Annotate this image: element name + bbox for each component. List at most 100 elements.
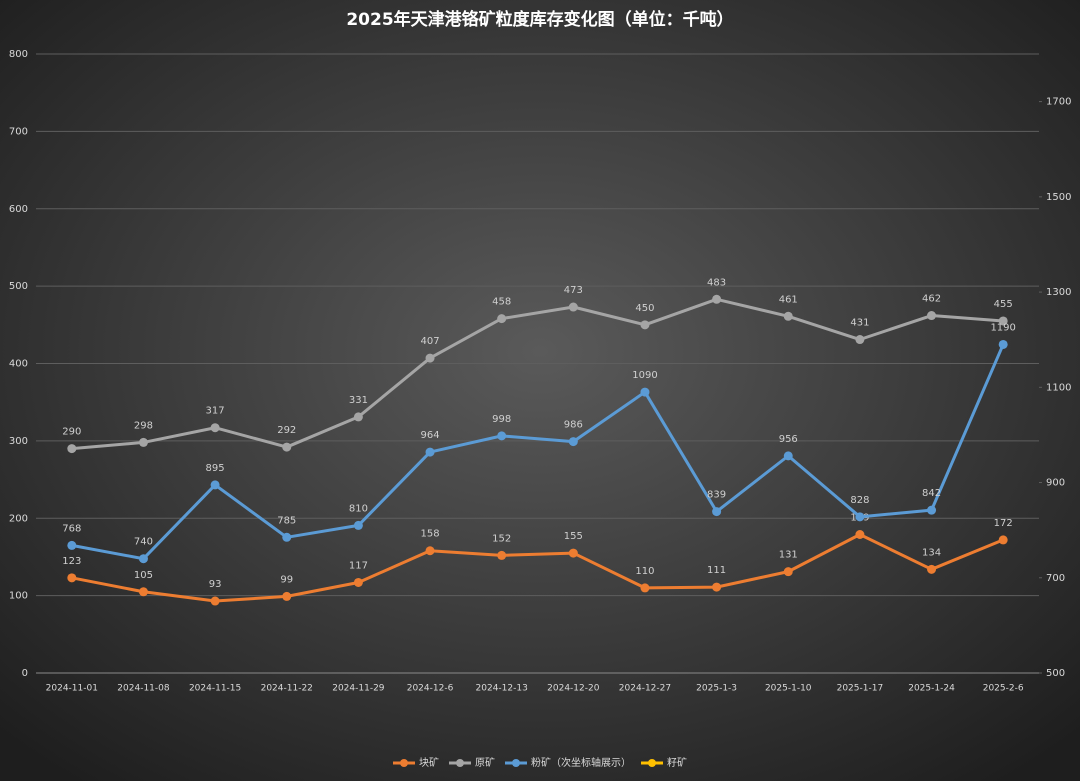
data-label: 455 — [994, 299, 1013, 310]
data-label: 895 — [206, 463, 225, 474]
point — [855, 512, 865, 522]
y-tick-label: 700 — [9, 126, 28, 137]
y2-tick-label: 1100 — [1046, 382, 1071, 393]
y2-tick-label: 1700 — [1046, 97, 1071, 108]
data-label: 458 — [492, 297, 511, 308]
y2-tick-label: 700 — [1046, 573, 1065, 584]
point — [67, 540, 77, 550]
data-label: 317 — [206, 406, 225, 417]
legend-label: 原矿 — [475, 756, 495, 769]
data-label: 407 — [420, 336, 439, 347]
data-label: 172 — [994, 518, 1013, 529]
data-label: 986 — [564, 420, 583, 431]
y-tick-label: 300 — [9, 436, 28, 447]
y2-tick-label: 1500 — [1046, 192, 1071, 203]
x-tick-label: 2024-12-13 — [476, 684, 528, 694]
y-tick-label: 800 — [9, 49, 28, 60]
data-label: 111 — [707, 565, 726, 576]
data-label: 431 — [850, 318, 869, 329]
data-label: 292 — [277, 425, 296, 436]
data-label: 134 — [922, 547, 941, 558]
data-label: 99 — [280, 574, 293, 585]
y-tick-label: 600 — [9, 204, 28, 215]
point — [855, 335, 865, 345]
x-tick-label: 2025-1-10 — [765, 684, 812, 694]
point — [425, 546, 435, 556]
legend-marker — [648, 759, 656, 767]
data-label: 123 — [62, 556, 81, 567]
x-tick-label: 2024-11-29 — [332, 684, 385, 694]
y-tick-label: 0 — [22, 668, 28, 679]
point — [568, 437, 578, 447]
point — [210, 423, 220, 433]
data-label: 450 — [635, 303, 654, 314]
data-label: 117 — [349, 560, 368, 571]
point — [425, 447, 435, 457]
point — [712, 507, 722, 517]
x-tick-label: 2024-12-27 — [619, 684, 671, 694]
legend-label: 块矿 — [419, 756, 439, 769]
point — [855, 529, 865, 539]
point — [282, 442, 292, 452]
y2-tick-label: 900 — [1046, 478, 1065, 489]
data-label: 839 — [707, 490, 726, 501]
data-label: 158 — [420, 529, 439, 540]
x-tick-label: 2024-11-15 — [189, 684, 241, 694]
y-tick-label: 400 — [9, 359, 28, 370]
x-tick-label: 2024-11-08 — [117, 684, 170, 694]
legend: 块矿 原矿 粉矿（次坐标轴展示） 籽矿 — [393, 756, 687, 769]
data-label: 1190 — [990, 322, 1015, 333]
point — [353, 577, 363, 587]
point — [425, 353, 435, 363]
point — [927, 311, 937, 321]
y-tick-label: 500 — [9, 281, 28, 292]
data-label: 483 — [707, 277, 726, 288]
data-label: 842 — [922, 488, 941, 499]
point — [282, 532, 292, 542]
data-label: 152 — [492, 533, 511, 544]
point — [210, 480, 220, 490]
point — [568, 548, 578, 558]
x-tick-label: 2025-1-17 — [837, 684, 884, 694]
point — [998, 316, 1008, 326]
point — [640, 387, 650, 397]
data-label: 461 — [779, 294, 798, 305]
x-tick-label: 2024-12-6 — [407, 684, 454, 694]
x-tick-label: 2024-11-01 — [46, 684, 98, 694]
data-label: 290 — [62, 427, 81, 438]
x-tick-label: 2025-2-6 — [983, 684, 1024, 694]
data-label: 828 — [850, 495, 869, 506]
legend-label: 籽矿 — [667, 756, 687, 769]
point — [783, 311, 793, 321]
data-label: 131 — [779, 550, 798, 561]
x-tick-label: 2025-1-3 — [696, 684, 737, 694]
data-label: 956 — [779, 434, 798, 445]
point — [497, 550, 507, 560]
point — [640, 320, 650, 330]
point — [138, 437, 148, 447]
point — [497, 314, 507, 324]
data-label: 110 — [635, 566, 654, 577]
legend-label: 粉矿（次坐标轴展示） — [531, 756, 631, 769]
data-label: 105 — [134, 570, 153, 581]
point — [783, 451, 793, 461]
data-label: 1090 — [632, 370, 657, 381]
point — [998, 535, 1008, 545]
data-label: 810 — [349, 503, 368, 514]
data-label: 462 — [922, 294, 941, 305]
data-label: 155 — [564, 531, 583, 542]
point — [67, 573, 77, 583]
y2-tick-label: 1300 — [1046, 287, 1071, 298]
point — [353, 520, 363, 530]
point — [783, 567, 793, 577]
x-tick-label: 2024-11-22 — [261, 684, 313, 694]
point — [998, 339, 1008, 349]
data-label: 964 — [420, 430, 439, 441]
series-line — [71, 343, 1005, 561]
point — [927, 505, 937, 515]
point — [497, 431, 507, 441]
point — [927, 564, 937, 574]
legend-marker — [400, 759, 408, 767]
